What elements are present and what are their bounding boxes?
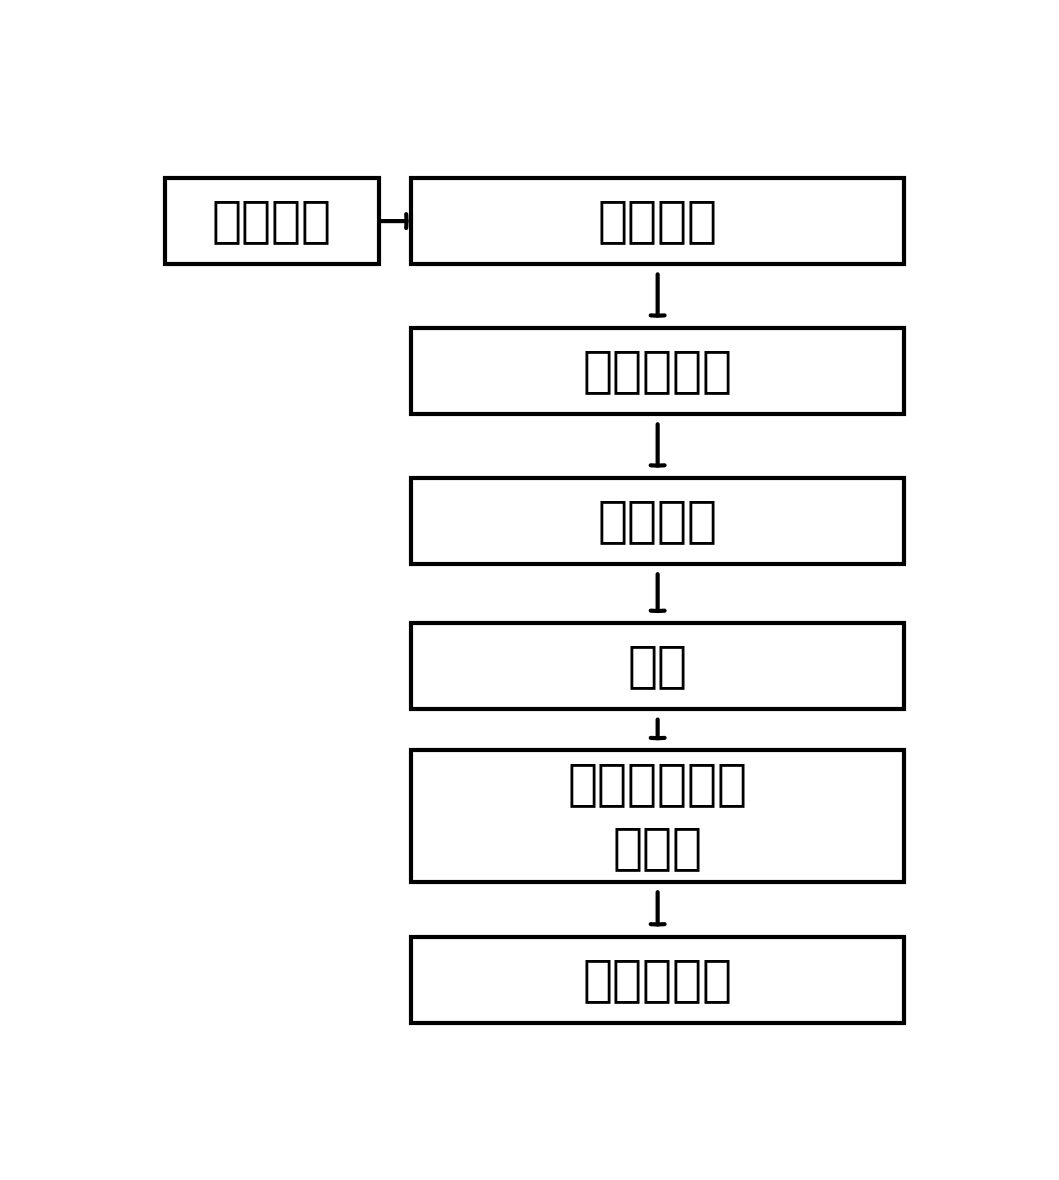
Bar [412,178,903,264]
Text: 漂洗: 漂洗 [628,642,687,690]
Text: 最终双极板: 最终双极板 [582,956,733,1004]
Bar [412,750,903,883]
Text: 膨胀石墨: 膨胀石墨 [212,197,331,245]
Text: 浸渍树脂: 浸渍树脂 [597,497,718,545]
Bar [412,328,903,414]
Text: 热水固化或烘
烤固化: 热水固化或烘 烤固化 [568,761,748,872]
Bar [412,937,903,1023]
Text: 石墨整形: 石墨整形 [597,197,718,245]
Bar [165,178,379,264]
Text: 等静压成型: 等静压成型 [582,347,733,395]
Bar [412,623,903,709]
Bar [412,478,903,564]
